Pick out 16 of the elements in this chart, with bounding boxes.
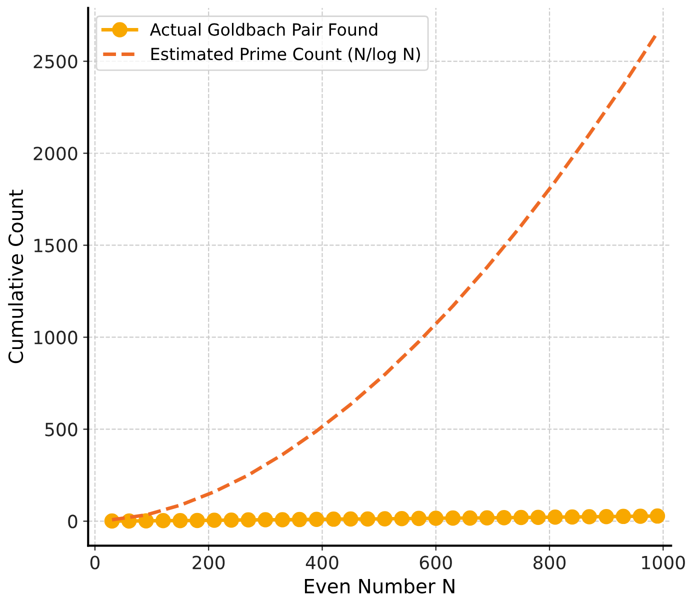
x-tick-label: 1000 bbox=[642, 556, 685, 570]
x-tick-label: 600 bbox=[420, 556, 452, 570]
x-tick-label: 400 bbox=[306, 556, 338, 570]
y-tick-label: 1000 bbox=[34, 330, 78, 344]
legend-label: Estimated Prime Count (N/log N) bbox=[151, 47, 420, 64]
y-tick-label: 1500 bbox=[34, 238, 78, 252]
x-tick-label: 0 bbox=[90, 556, 100, 570]
y-tick-label: 0 bbox=[68, 514, 78, 528]
legend-label: Actual Goldbach Pair Found bbox=[150, 22, 378, 36]
x-tick-label: 200 bbox=[192, 556, 225, 570]
y-axis-title: Cumulative Count bbox=[8, 190, 24, 364]
x-axis-title: Even Number N bbox=[304, 578, 454, 594]
x-tick-label: 800 bbox=[534, 556, 566, 570]
y-tick-label: 2500 bbox=[34, 54, 78, 68]
y-tick-label: 2000 bbox=[34, 146, 78, 160]
y-tick-label: 500 bbox=[45, 422, 78, 436]
